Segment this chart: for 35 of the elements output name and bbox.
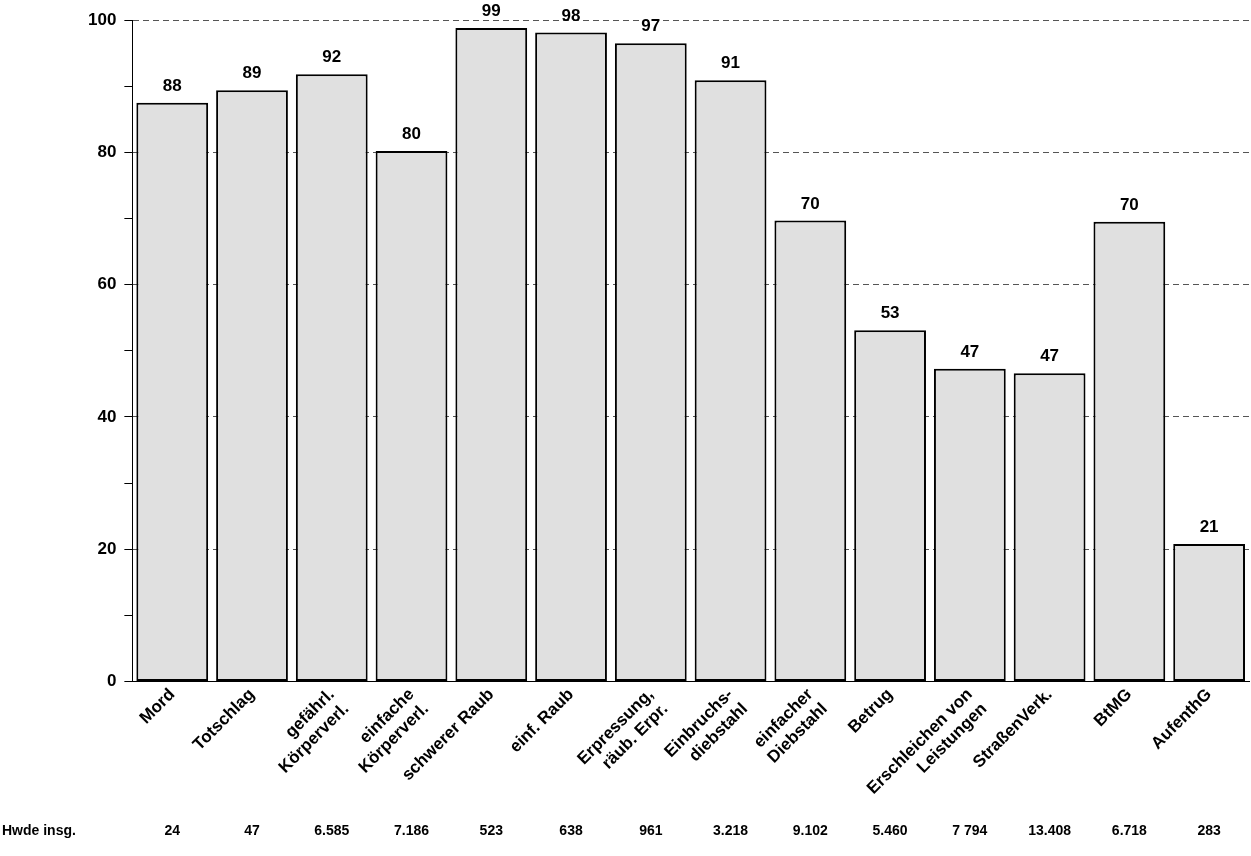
- data-label: 70: [800, 193, 820, 213]
- data-label: 97: [641, 16, 661, 36]
- text: 3.218: [713, 821, 749, 838]
- y-tick-label: 40: [97, 406, 117, 426]
- text: 6.585: [314, 821, 350, 838]
- y-tick-label: 0: [106, 671, 117, 691]
- text: 7 794: [952, 821, 988, 838]
- data-label: 47: [960, 341, 980, 361]
- data-label: 98: [561, 5, 581, 25]
- y-tick-label: 60: [97, 274, 117, 294]
- data-label: 92: [322, 47, 342, 67]
- data-label: 91: [721, 53, 741, 73]
- data-label: 89: [242, 63, 262, 83]
- text: 961: [639, 821, 663, 838]
- data-label: 99: [481, 1, 501, 21]
- data-label: 53: [880, 303, 900, 323]
- text: 523: [479, 821, 504, 838]
- text: 5.460: [872, 821, 908, 838]
- text: Hwde insg.: [2, 821, 76, 838]
- data-label: 70: [1119, 194, 1139, 214]
- y-tick-label: 100: [87, 9, 117, 29]
- text: 47: [244, 821, 260, 838]
- text: 283: [1197, 821, 1222, 838]
- data-label: 88: [162, 75, 182, 95]
- data-label: 21: [1199, 517, 1219, 537]
- data-label: 80: [402, 124, 421, 144]
- text: 9.102: [792, 821, 829, 838]
- text: 638: [559, 821, 583, 838]
- y-tick-label: 20: [97, 538, 117, 558]
- text: 7.186: [394, 821, 430, 838]
- data-label: 47: [1040, 346, 1060, 366]
- y-tick-label: 80: [97, 142, 117, 162]
- text: 13.408: [1028, 821, 1072, 838]
- text: 24: [164, 821, 181, 838]
- text: 6.718: [1111, 821, 1148, 838]
